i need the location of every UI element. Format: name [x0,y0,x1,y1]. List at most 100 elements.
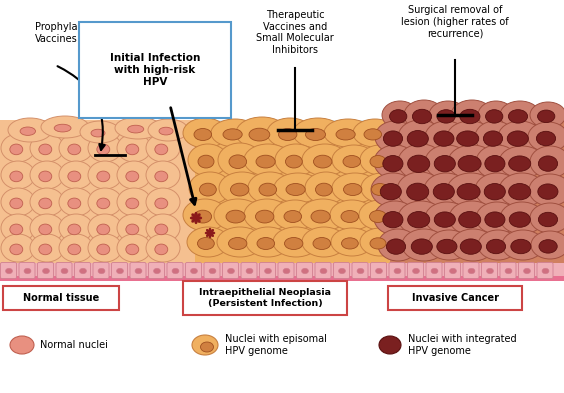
Ellipse shape [211,234,214,237]
Ellipse shape [485,156,505,172]
Ellipse shape [379,336,401,354]
Text: Normal tissue: Normal tissue [23,293,99,303]
Ellipse shape [487,268,494,274]
Ellipse shape [341,238,358,249]
Ellipse shape [187,227,229,257]
Ellipse shape [499,173,545,207]
Ellipse shape [397,172,443,208]
Ellipse shape [212,231,215,234]
Ellipse shape [30,214,64,242]
Ellipse shape [360,145,400,175]
Ellipse shape [508,110,527,123]
Ellipse shape [383,156,403,172]
FancyBboxPatch shape [130,263,146,279]
Ellipse shape [302,227,346,257]
Ellipse shape [394,268,401,274]
Ellipse shape [1,134,35,162]
Ellipse shape [117,188,151,216]
Ellipse shape [507,131,528,146]
Ellipse shape [408,155,430,173]
Ellipse shape [411,239,433,254]
Ellipse shape [542,268,549,274]
Ellipse shape [88,234,122,262]
Ellipse shape [483,131,503,146]
Ellipse shape [155,144,168,155]
FancyBboxPatch shape [183,281,347,315]
Ellipse shape [97,244,110,255]
Ellipse shape [244,199,290,231]
Ellipse shape [502,230,544,260]
Ellipse shape [437,110,455,123]
Ellipse shape [500,101,540,129]
Ellipse shape [450,268,456,274]
Ellipse shape [369,211,386,222]
Ellipse shape [286,184,305,195]
FancyBboxPatch shape [56,263,72,279]
Ellipse shape [88,134,122,162]
Ellipse shape [88,188,122,216]
Ellipse shape [447,173,495,207]
Ellipse shape [256,155,275,168]
Text: Initial Infection
with high-risk
HPV: Initial Infection with high-risk HPV [110,53,200,86]
Ellipse shape [274,173,322,203]
Ellipse shape [126,171,139,182]
Ellipse shape [97,198,110,209]
Ellipse shape [425,145,469,179]
Ellipse shape [1,214,35,242]
Ellipse shape [302,268,309,274]
Ellipse shape [197,217,202,220]
FancyBboxPatch shape [112,263,127,279]
Ellipse shape [126,244,139,255]
Ellipse shape [255,210,274,223]
Ellipse shape [311,210,330,223]
Ellipse shape [478,230,518,260]
Bar [0,263,564,279]
FancyBboxPatch shape [408,263,424,279]
FancyBboxPatch shape [204,263,220,279]
Ellipse shape [97,224,110,235]
Ellipse shape [386,239,406,254]
Ellipse shape [117,134,151,162]
Ellipse shape [191,213,195,217]
Ellipse shape [236,117,288,149]
Ellipse shape [378,229,418,261]
FancyBboxPatch shape [426,263,442,279]
Ellipse shape [54,124,71,132]
Ellipse shape [404,100,444,130]
Ellipse shape [425,121,467,153]
Ellipse shape [117,234,151,262]
Ellipse shape [68,171,81,182]
Ellipse shape [159,127,173,135]
FancyBboxPatch shape [537,263,553,279]
Ellipse shape [412,109,431,124]
Ellipse shape [428,230,470,260]
Ellipse shape [1,234,35,262]
Ellipse shape [1,188,35,216]
Ellipse shape [88,214,122,242]
FancyBboxPatch shape [259,263,275,279]
Ellipse shape [407,130,429,147]
Ellipse shape [117,214,151,242]
Ellipse shape [267,118,313,148]
Ellipse shape [146,161,180,189]
Ellipse shape [273,200,317,230]
Text: Nuclei with episomal
HPV genome: Nuclei with episomal HPV genome [225,334,327,356]
Ellipse shape [457,131,479,146]
Ellipse shape [68,198,81,209]
Ellipse shape [126,144,139,155]
Ellipse shape [197,213,201,217]
Ellipse shape [509,184,531,200]
Ellipse shape [370,156,386,167]
Ellipse shape [146,214,180,242]
FancyBboxPatch shape [3,286,119,310]
Ellipse shape [59,234,93,262]
Bar [0,120,195,265]
Ellipse shape [248,172,292,204]
Ellipse shape [476,145,518,179]
Ellipse shape [539,156,558,171]
Ellipse shape [205,231,209,234]
Ellipse shape [372,184,388,195]
Ellipse shape [183,199,227,231]
Ellipse shape [10,198,23,209]
Text: Surgical removal of
lesion (higher rates of
recurrence): Surgical removal of lesion (higher rates… [401,5,509,38]
